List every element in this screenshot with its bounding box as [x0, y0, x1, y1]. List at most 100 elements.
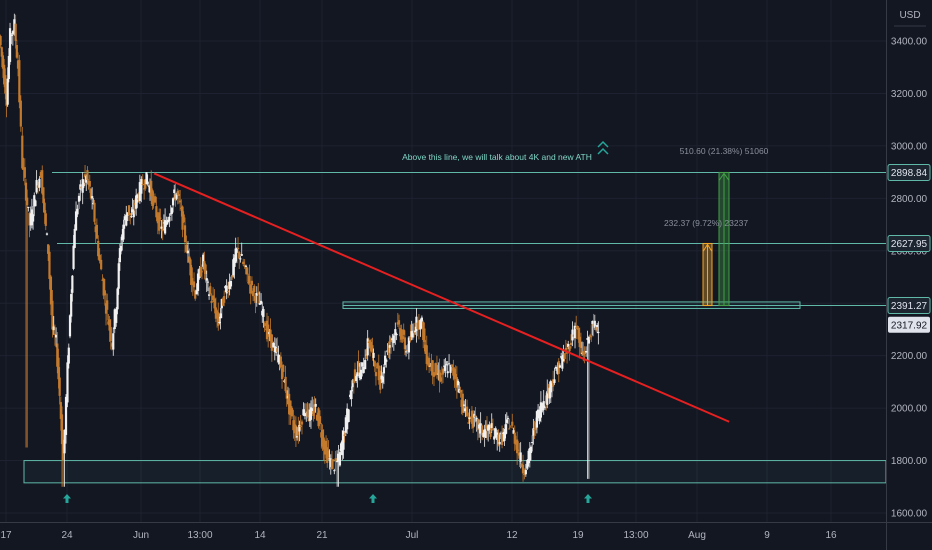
candle-body	[356, 372, 359, 377]
candle-body	[153, 196, 157, 203]
candle-body	[71, 275, 74, 293]
candle-body	[415, 316, 418, 331]
candle-body	[420, 317, 423, 322]
candle-body	[207, 294, 211, 296]
candle-body	[296, 436, 299, 438]
candle-body	[146, 181, 149, 185]
candle-body	[219, 313, 222, 319]
candle-body	[346, 408, 349, 430]
candle-body	[129, 213, 132, 216]
candle-body	[101, 279, 104, 281]
candle-body	[435, 365, 439, 375]
time-tick-label: 9	[764, 530, 770, 541]
arrow-up-icon	[63, 494, 71, 503]
candle-body	[419, 319, 422, 330]
candle-body	[263, 323, 266, 326]
candle-body	[379, 370, 382, 390]
candle-body	[52, 326, 55, 331]
candle-body	[223, 296, 226, 303]
candle-body	[430, 363, 433, 372]
candle-body	[485, 425, 489, 429]
candle-body	[365, 354, 368, 356]
price-tick-label: 1600.00	[891, 509, 928, 520]
candle-body	[191, 282, 194, 286]
candle-body	[6, 78, 9, 105]
price-zones	[23, 301, 887, 484]
candle-body	[368, 340, 372, 349]
candle-body	[33, 195, 36, 207]
horizontal-levels[interactable]	[52, 171, 886, 307]
candle-body	[491, 428, 495, 430]
candle-body	[282, 365, 285, 372]
candle-body	[546, 391, 549, 405]
candle-body	[63, 429, 66, 454]
price-label-box[interactable]	[888, 316, 930, 333]
candle-body	[357, 361, 360, 367]
candle-body	[380, 375, 383, 380]
time-tick-label: 17	[0, 530, 12, 541]
price-tick-label: 3000.00	[891, 141, 928, 152]
candle-body	[469, 416, 472, 418]
price-label-box[interactable]	[887, 297, 931, 315]
candle-body	[447, 363, 451, 365]
candle-body	[384, 355, 387, 365]
measure-tools[interactable]	[702, 171, 730, 307]
price-label-box[interactable]	[887, 234, 931, 252]
candle-body	[489, 432, 492, 437]
candle-body	[14, 23, 17, 41]
candle-body	[454, 373, 457, 380]
candle-body	[352, 379, 355, 384]
time-tick-label: 21	[316, 530, 328, 541]
candle-body	[388, 345, 391, 348]
candle-body	[259, 300, 263, 304]
candle-body	[174, 194, 177, 201]
time-axis[interactable]: 17 24 Jun 13:00 14 21 Jul 12 19 13:00 Aug 9 16	[0, 522, 932, 550]
candle-body	[280, 368, 284, 380]
candle-body	[371, 345, 374, 353]
candle-body	[144, 179, 147, 189]
candle-body	[404, 351, 408, 353]
candle-body	[185, 244, 188, 252]
candle-body	[267, 324, 270, 337]
candle-body	[350, 390, 353, 400]
candle-body	[76, 208, 79, 215]
candle-body	[235, 248, 238, 253]
candle-body	[395, 333, 398, 336]
candle-body	[526, 459, 529, 469]
candle-body	[73, 228, 76, 248]
candle-body	[292, 420, 295, 431]
candle-body	[209, 286, 212, 295]
candle-body	[288, 393, 291, 415]
candle-body	[532, 428, 535, 436]
candle-body	[239, 258, 242, 260]
candle-body	[411, 330, 414, 338]
candle-body	[206, 281, 210, 283]
candle-body	[168, 216, 171, 222]
candle-body	[249, 284, 252, 294]
resistance-trendline[interactable]	[153, 172, 730, 423]
candle-body	[41, 170, 44, 194]
candle-body	[169, 213, 172, 215]
price-label-box[interactable]	[887, 163, 931, 181]
candle-body	[385, 359, 388, 362]
candle-body	[55, 334, 58, 338]
candle-body	[108, 319, 111, 331]
candle-body	[547, 387, 550, 394]
candle-body	[1, 55, 5, 69]
candle-body	[228, 281, 231, 289]
candle-body	[511, 421, 514, 426]
price-axis[interactable]: USD1600.001800.002000.002200.002600.0028…	[886, 0, 932, 550]
candle-body	[238, 252, 241, 259]
candle-body	[362, 366, 365, 373]
candle-body	[326, 447, 329, 463]
candle-body	[140, 179, 143, 194]
candle-body	[443, 365, 446, 367]
currency-label: USD	[899, 10, 920, 21]
candles	[0, 13, 600, 487]
candle-body	[163, 220, 167, 234]
candle-body	[564, 347, 567, 350]
candle-body	[10, 34, 13, 36]
trendline[interactable]	[153, 172, 730, 423]
candle-body	[493, 436, 496, 440]
